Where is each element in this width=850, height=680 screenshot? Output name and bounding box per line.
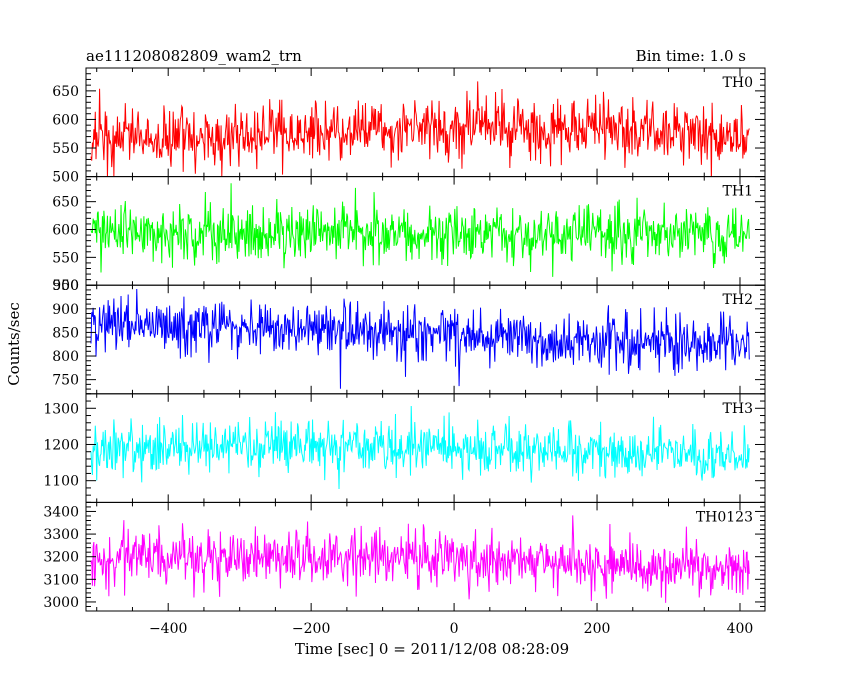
y-tick-label: 500 (52, 170, 79, 186)
y-tick-label: 1100 (43, 474, 79, 490)
y-tick-label: 800 (52, 349, 79, 365)
x-tick-label: 0 (450, 621, 459, 637)
y-tick-label: 650 (52, 84, 79, 100)
y-tick-label: 750 (52, 373, 79, 389)
y-tick-label: 600 (52, 223, 79, 239)
observation-id: ae111208082809_wam2_trn (86, 47, 302, 65)
y-tick-label: 950 (52, 278, 79, 294)
panel-label-th0: TH0 (723, 75, 753, 91)
y-tick-label: 1200 (43, 437, 79, 453)
panel-th1: 500 550 600 650 TH1 (52, 176, 766, 294)
y-tick-label: 850 (52, 325, 79, 341)
x-tick-label: −200 (292, 621, 330, 637)
bin-time: Bin time: 1.0 s (636, 47, 746, 65)
panel-th0123: 3000 3100 3200 3300 3400 TH0123 (43, 501, 766, 612)
panel-label-th1: TH1 (723, 184, 753, 200)
panel-th2: 750 800 850 900 950 TH2 (52, 278, 766, 395)
panel-th3: 1100 1200 1300 TH3 (43, 393, 766, 503)
y-tick-label: 3100 (43, 572, 79, 588)
series-th1-line (90, 183, 750, 277)
series-th2-line (90, 288, 750, 389)
y-tick-label: 3400 (43, 504, 79, 520)
x-tick-label: −400 (149, 621, 187, 637)
y-tick-label: 3200 (43, 550, 79, 566)
series-th0-line (90, 81, 750, 177)
y-tick-label: 650 (52, 195, 79, 211)
y-tick-label: 900 (52, 302, 79, 318)
x-axis: −400 −200 0 200 400 (149, 621, 753, 637)
x-axis-label: Time [sec] 0 = 2011/12/08 08:28:09 (295, 640, 569, 658)
panel-label-th0123: TH0123 (696, 509, 753, 525)
series-th0123-line (90, 515, 750, 603)
y-tick-label: 600 (52, 112, 79, 128)
panel-label-th3: TH3 (723, 401, 753, 417)
y-tick-label: 550 (52, 141, 79, 157)
x-tick-label: 200 (584, 621, 611, 637)
y-tick-label: 1300 (43, 401, 79, 417)
y-tick-label: 3000 (43, 595, 79, 611)
panel-stack: 500 550 600 650 TH0 500 550 600 650 TH1 750 800 850 9… (43, 67, 766, 612)
y-tick-label: 500 (52, 278, 79, 294)
panel-th0: 500 550 600 650 TH0 (52, 67, 766, 186)
y-axis-label: Counts/sec (5, 302, 23, 386)
panel-label-th2: TH2 (723, 292, 753, 308)
series-th3-line (90, 405, 750, 490)
x-tick-label: 400 (727, 621, 754, 637)
y-tick-label: 3300 (43, 527, 79, 543)
y-tick-label: 550 (52, 250, 79, 266)
